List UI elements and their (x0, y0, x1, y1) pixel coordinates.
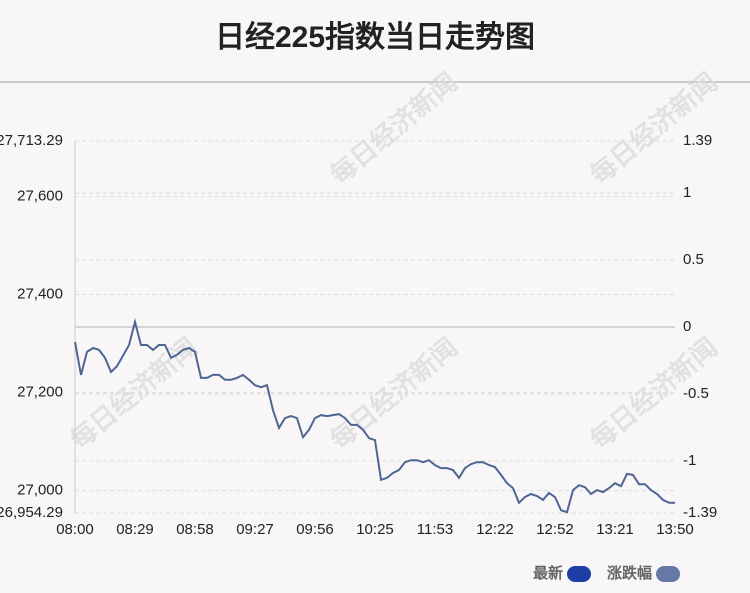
legend-swatch (567, 566, 592, 582)
x-tick-label: 09:27 (236, 521, 274, 538)
x-tick-label: 13:21 (596, 521, 634, 538)
x-tick-label: 11:53 (417, 521, 453, 538)
x-tick-label: 08:00 (56, 521, 94, 538)
y-tick-label: 27,400 (17, 286, 63, 303)
y2-tick-label: -1 (683, 452, 696, 469)
y-tick-label: 27,000 (17, 482, 63, 499)
y2-tick-label: 1.39 (683, 132, 712, 149)
y-tick-label: 27,600 (17, 187, 63, 204)
y2-tick-label: -1.39 (683, 504, 717, 521)
y-tick-label: 27,713.29 (0, 132, 63, 149)
x-tick-label: 13:50 (656, 521, 694, 538)
price-line (74, 318, 675, 514)
x-tick-label: 09:56 (296, 521, 334, 538)
x-tick-label: 12:22 (476, 521, 514, 538)
x-tick-label: 10:25 (356, 521, 394, 538)
y2-tick-label: -0.5 (683, 385, 709, 402)
x-tick-label: 08:29 (116, 521, 154, 538)
legend-swatch (656, 566, 681, 582)
legend-label: 最新 (533, 564, 563, 582)
y2-tick-label: 0.5 (683, 251, 704, 268)
y2-tick-label: 0 (683, 318, 691, 335)
x-tick-label: 08:58 (176, 521, 214, 538)
legend-label: 涨跌幅 (607, 564, 652, 582)
y-tick-label: 27,200 (17, 384, 63, 401)
chart-title: 日经225指数当日走势图 (215, 20, 535, 54)
y2-tick-label: 1 (683, 184, 691, 201)
x-tick-label: 12:52 (536, 521, 574, 538)
y-tick-label: 26,954.29 (0, 504, 63, 521)
